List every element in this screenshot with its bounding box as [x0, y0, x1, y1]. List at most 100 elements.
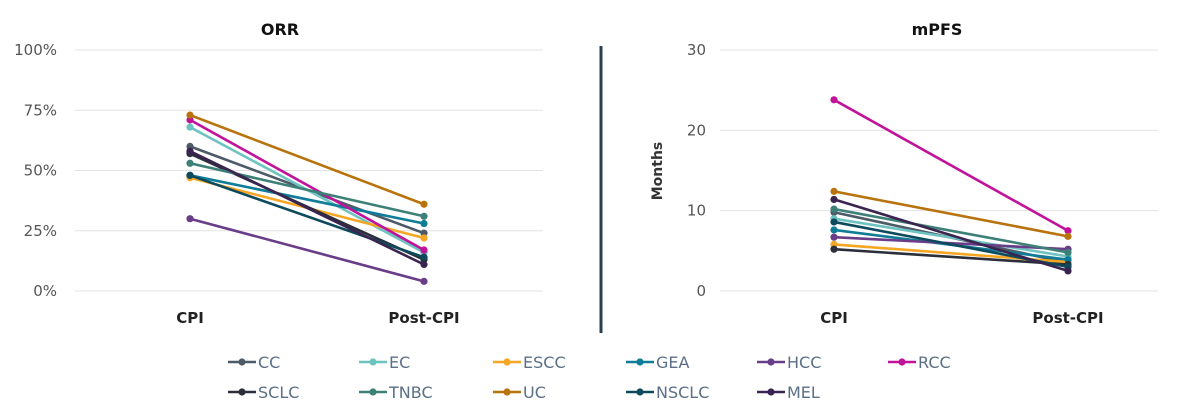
orr-data-point-ec	[186, 123, 194, 131]
orr-x-axis-categories: CPI Post-CPI	[176, 309, 459, 327]
orr-title: ORR	[261, 20, 299, 39]
orr-series-hcc	[186, 215, 428, 285]
orr-series-line-rcc	[188, 118, 426, 252]
orr-data-point-escc	[420, 234, 428, 242]
legend-swatch-marker	[503, 358, 511, 366]
legend-item-escc: ESCC	[493, 353, 566, 372]
orr-data-point-hcc	[186, 215, 194, 223]
mpfs-series-line-mel	[832, 198, 1070, 273]
legend-swatch-marker	[767, 358, 775, 366]
orr-y-tick-label: 0%	[33, 282, 57, 300]
legend-label: GEA	[656, 353, 690, 372]
orr-y-tick-label: 75%	[24, 101, 57, 119]
legend-swatch-marker	[238, 388, 246, 396]
mpfs-data-point-rcc	[1064, 227, 1072, 235]
mpfs-series-line-sclc	[832, 247, 1070, 266]
orr-category-label: Post-CPI	[388, 309, 459, 327]
legend-item-sclc: SCLC	[228, 383, 299, 402]
mpfs-data-point-rcc	[830, 96, 838, 104]
mpfs-series-rcc	[830, 96, 1072, 235]
mpfs-data-point-gea	[830, 226, 838, 234]
orr-data-point-mel	[420, 260, 428, 269]
mpfs-series-uc	[830, 187, 1072, 240]
orr-chart: ORR 0% 25% 50% 75% 100% CPI Post-CPI	[14, 20, 543, 327]
legend-swatch-marker	[238, 358, 246, 366]
orr-data-point-tnbc	[420, 212, 428, 220]
mpfs-series-line-tnbc	[832, 207, 1070, 254]
legend-item-gea: GEA	[626, 353, 690, 372]
mpfs-data-point-uc	[1064, 232, 1072, 240]
legend-swatch-marker	[898, 358, 906, 366]
mpfs-series-line-ec	[832, 217, 1070, 258]
orr-y-tick-label: 100%	[14, 41, 57, 59]
legend-label: RCC	[918, 353, 951, 372]
mpfs-series-line-rcc	[832, 98, 1070, 233]
mpfs-data-point-hcc	[830, 233, 838, 241]
mpfs-data-point-tnbc	[1064, 248, 1072, 257]
legend-item-nsclc: NSCLC	[626, 383, 709, 402]
orr-series-lines	[186, 111, 428, 285]
mpfs-data-point-tnbc	[830, 205, 838, 213]
legend-item-uc: UC	[493, 383, 546, 402]
legend-swatch-marker	[503, 388, 511, 396]
legend-item-mel: MEL	[757, 383, 820, 402]
legend-swatch-marker	[767, 388, 775, 396]
mpfs-y-tick-label: 10	[687, 202, 706, 220]
orr-y-tick-label: 25%	[24, 222, 57, 240]
legend-swatch-marker	[636, 358, 644, 366]
mpfs-data-point-mel	[830, 195, 838, 204]
mpfs-series-line-uc	[832, 190, 1070, 238]
legend-label: UC	[523, 383, 546, 402]
orr-series-line-mel	[188, 149, 426, 266]
legend-label: HCC	[787, 353, 821, 372]
orr-data-point-gea	[420, 219, 428, 228]
legend-label: TNBC	[388, 383, 433, 402]
orr-y-axis-ticks: 0% 25% 50% 75% 100%	[14, 41, 57, 300]
legend-item-tnbc: TNBC	[359, 383, 433, 402]
mpfs-data-point-sclc	[830, 245, 838, 253]
legend-swatch-marker	[369, 388, 377, 396]
orr-data-point-mel	[186, 147, 194, 155]
mpfs-category-label: Post-CPI	[1032, 309, 1103, 327]
legend-item-ec: EC	[359, 353, 410, 372]
mpfs-data-point-nsclc	[830, 218, 838, 226]
orr-data-point-hcc	[420, 277, 428, 285]
orr-series-line-nsclc	[188, 174, 426, 259]
mpfs-data-point-mel	[1064, 267, 1072, 275]
mpfs-title: mPFS	[912, 20, 963, 39]
orr-series-line-gea	[188, 174, 426, 225]
legend-label: MEL	[787, 383, 820, 402]
orr-series-tnbc	[186, 159, 428, 220]
mpfs-y-tick-label: 0	[696, 282, 706, 300]
orr-series-line-tnbc	[188, 161, 426, 218]
legend-item-cc: CC	[228, 353, 280, 372]
mpfs-series-mel	[830, 195, 1072, 275]
orr-data-point-nsclc	[186, 171, 194, 179]
mpfs-chart: mPFS Months 0 10 20 30 CPI Post-CPI	[650, 20, 1158, 327]
mpfs-y-tick-label: 30	[687, 41, 706, 59]
mpfs-category-label: CPI	[820, 309, 848, 327]
orr-series-gea	[186, 171, 428, 228]
orr-gridlines	[75, 49, 543, 292]
orr-series-nsclc	[186, 171, 428, 261]
legend-item-hcc: HCC	[757, 353, 821, 372]
orr-data-point-uc	[420, 200, 428, 208]
orr-category-label: CPI	[176, 309, 204, 327]
mpfs-data-point-uc	[830, 187, 838, 195]
mpfs-series-tnbc	[830, 205, 1072, 257]
legend-label: EC	[389, 353, 410, 372]
orr-data-point-uc	[186, 111, 194, 119]
mpfs-x-axis-categories: CPI Post-CPI	[820, 309, 1103, 327]
orr-data-point-rcc	[420, 246, 428, 254]
orr-series-uc	[186, 111, 428, 208]
legend-label: CC	[258, 353, 280, 372]
mpfs-y-tick-label: 20	[687, 121, 706, 139]
legend-swatch-marker	[636, 388, 644, 396]
orr-series-line-uc	[188, 113, 426, 206]
legend-label: ESCC	[523, 353, 566, 372]
legend-label: NSCLC	[656, 383, 709, 402]
orr-series-line-hcc	[188, 217, 426, 283]
legend-item-rcc: RCC	[888, 353, 951, 372]
orr-data-point-nsclc	[420, 253, 428, 261]
legend-label: SCLC	[258, 383, 299, 402]
